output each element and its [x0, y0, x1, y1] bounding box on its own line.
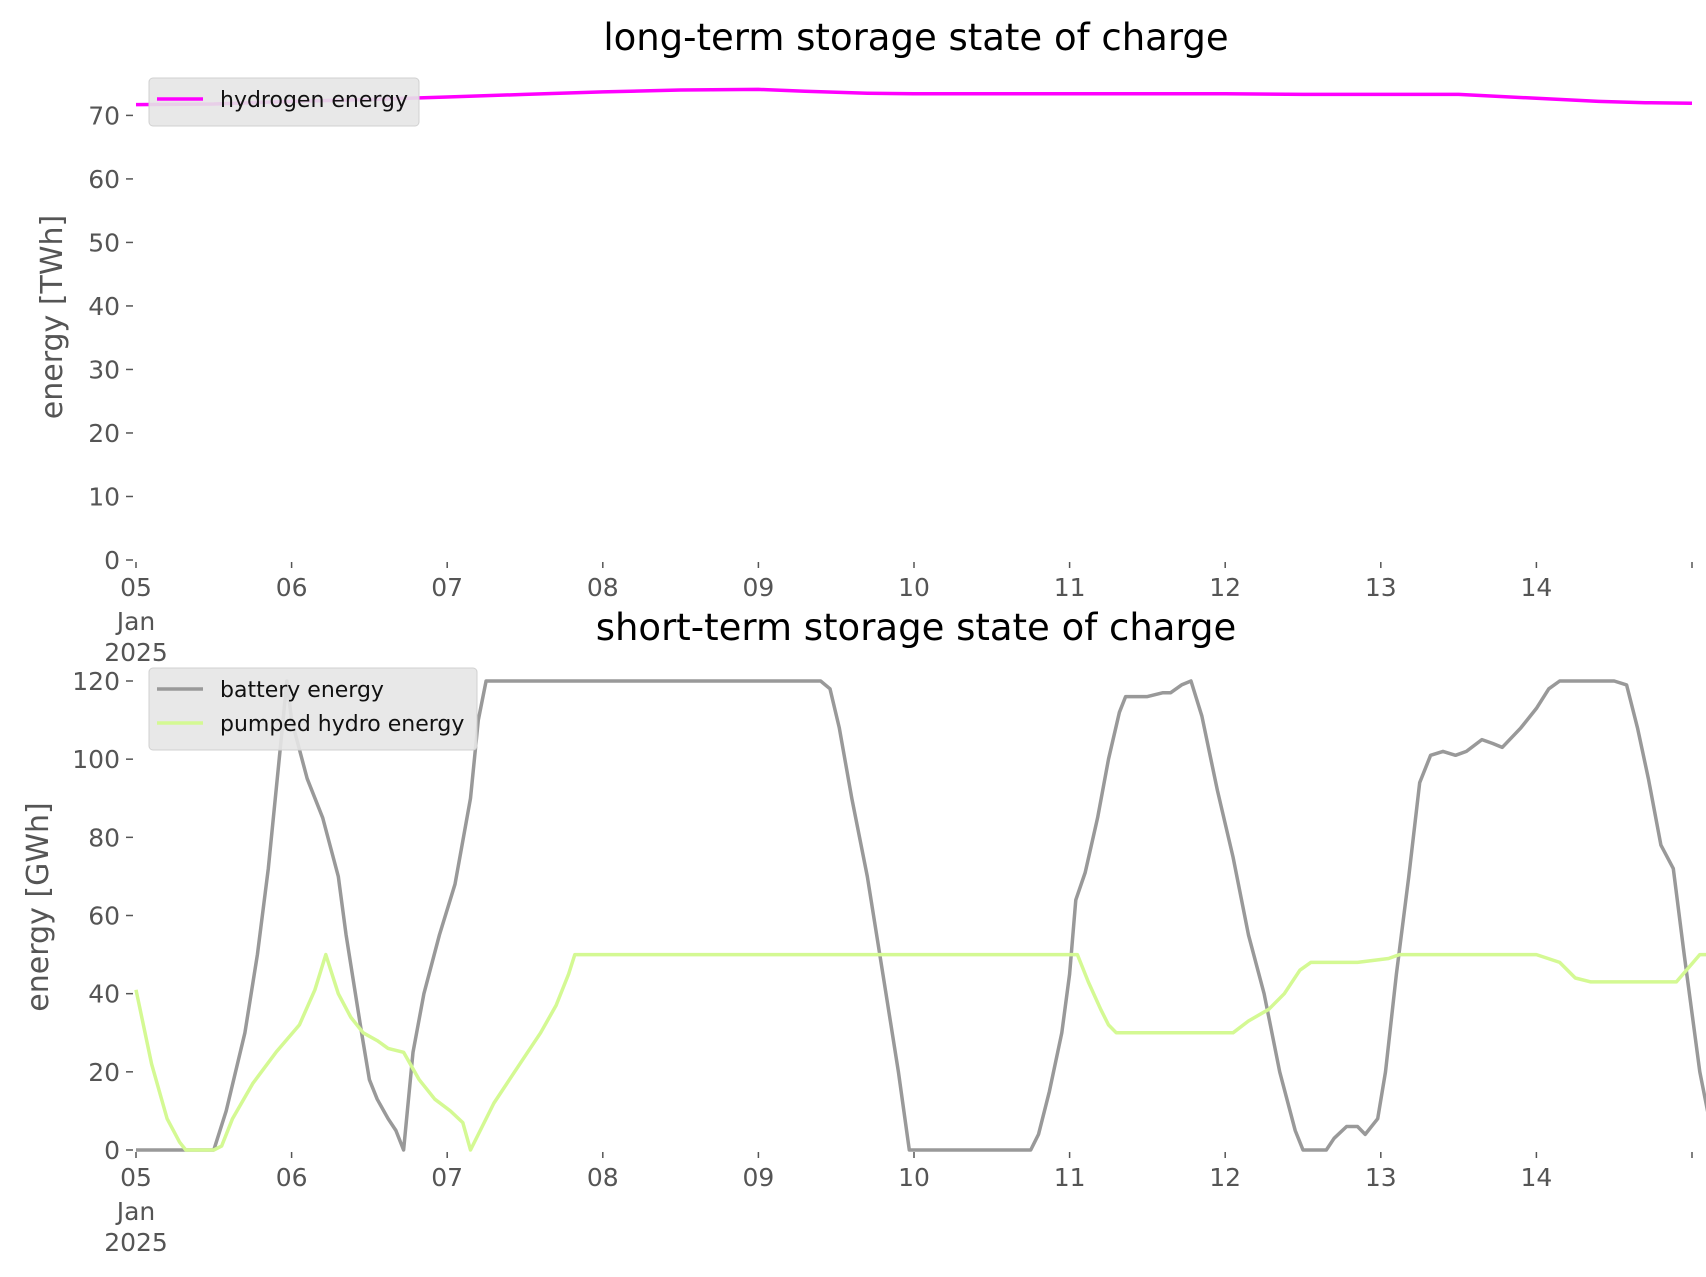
long-term-x-tick-label: 13 [1365, 573, 1397, 602]
long-term-legend: hydrogen energy [148, 77, 420, 127]
long-term-x-tick-label: 06 [276, 573, 308, 602]
short-term-y-tick-label: 100 [72, 745, 120, 774]
short-term-x-tick-label: 13 [1365, 1163, 1397, 1192]
long-term-x-tick-sublabel: Jan [115, 607, 156, 636]
short-term-series-lines [134, 679, 1706, 1152]
short-term-series-battery-energy [136, 679, 1706, 1152]
long-term-series-lines [135, 87, 1693, 107]
short-term-legend: battery energy pumped hydro energy [148, 667, 478, 751]
short-term-y-tick-label: 20 [88, 1058, 120, 1087]
short-term-legend-entry: battery energy [220, 678, 384, 703]
long-term-legend-box [148, 77, 420, 127]
short-term-y-tick-label: 40 [88, 980, 120, 1009]
short-term-x-tick-label: 07 [431, 1163, 463, 1192]
short-term-legend-entry: pumped hydro energy [220, 712, 464, 737]
long-term-y-axis-label: energy [TWh] [35, 215, 70, 419]
long-term-x-tick-label: 09 [742, 573, 774, 602]
short-term-series-pumped-hydro-energy [134, 952, 1706, 1152]
short-term-y-tick-label: 120 [72, 667, 120, 696]
short-term-x-tick-label: 05 [120, 1163, 152, 1192]
long-term-y-tick-label: 60 [88, 165, 120, 194]
short-term-y-axis: 0 20 40 60 80 100 120 [72, 667, 133, 1165]
short-term-storage-chart: short-term storage state of charge energ… [21, 606, 1706, 1257]
long-term-y-tick-label: 40 [88, 292, 120, 321]
long-term-x-tick-label: 07 [431, 573, 463, 602]
long-term-x-tick-label: 11 [1054, 573, 1086, 602]
short-term-y-axis-label: energy [GWh] [21, 802, 56, 1011]
long-term-y-tick-label: 10 [88, 482, 120, 511]
short-term-x-tick-label: 09 [742, 1163, 774, 1192]
long-term-y-tick-label: 20 [88, 419, 120, 448]
long-term-chart-title: long-term storage state of charge [603, 16, 1228, 59]
short-term-y-tick-label: 80 [88, 823, 120, 852]
long-term-y-tick-label: 0 [104, 546, 120, 575]
short-term-x-tick-label: 11 [1054, 1163, 1086, 1192]
long-term-x-tick-label: 05 [120, 573, 152, 602]
short-term-x-tick-label: 12 [1209, 1163, 1241, 1192]
long-term-x-tick-label: 14 [1520, 573, 1552, 602]
long-term-x-tick-label: 08 [587, 573, 619, 602]
short-term-x-tick-label: 14 [1520, 1163, 1552, 1192]
short-term-x-tick-label: 06 [276, 1163, 308, 1192]
short-term-x-tick-sublabel: 2025 [104, 1228, 168, 1257]
long-term-storage-chart: long-term storage state of charge energy… [35, 16, 1693, 667]
short-term-chart-title: short-term storage state of charge [596, 606, 1237, 649]
long-term-y-tick-label: 30 [88, 355, 120, 384]
long-term-y-tick-label: 50 [88, 228, 120, 257]
long-term-legend-entry: hydrogen energy [220, 88, 408, 113]
long-term-x-tick-sublabel: 2025 [104, 638, 168, 667]
long-term-y-tick-label: 70 [88, 101, 120, 130]
long-term-series-hydrogen-energy [135, 87, 1693, 107]
short-term-x-tick-label: 10 [898, 1163, 930, 1192]
short-term-x-tick-label: 08 [587, 1163, 619, 1192]
long-term-x-tick-label: 10 [898, 573, 930, 602]
long-term-x-tick-label: 12 [1209, 573, 1241, 602]
short-term-x-tick-sublabel: Jan [115, 1197, 156, 1226]
short-term-legend-box [148, 667, 478, 751]
short-term-y-tick-label: 60 [88, 902, 120, 931]
long-term-y-axis: 0 10 20 30 40 50 60 70 [88, 101, 133, 575]
short-term-y-tick-label: 0 [104, 1136, 120, 1165]
